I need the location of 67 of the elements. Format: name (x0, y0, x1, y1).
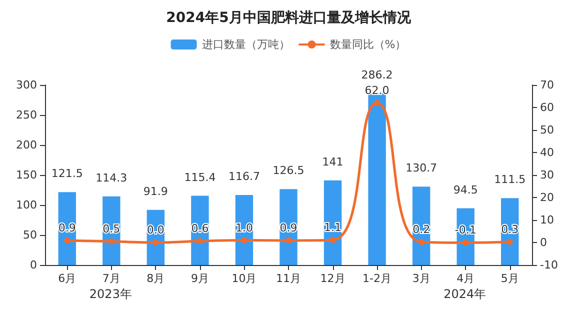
x-tick-label: 7月 (102, 272, 120, 285)
x-tick-label: 12月 (320, 272, 346, 285)
data-label: 1.1 (324, 221, 342, 234)
y2-tick-label: 50 (540, 124, 554, 136)
legend-label: 数量同比（%） (330, 38, 406, 51)
point (196, 238, 203, 244)
data-label: 126.5 (272, 164, 304, 178)
text: 2023年 (89, 287, 132, 301)
data-label: 62.0 (364, 84, 390, 97)
data-label: 94.5 (453, 183, 478, 196)
point (462, 240, 469, 246)
y-tick-label: 250 (16, 108, 37, 122)
y2-tick-label: 60 (540, 101, 554, 114)
y2-tick-label: 20 (540, 191, 554, 204)
point (506, 238, 513, 245)
y-tick-label: 100 (16, 198, 37, 212)
data-label: 130.7 (406, 162, 438, 175)
y2-tick-label: 70 (540, 78, 554, 92)
y2-tick-label: -10 (540, 258, 558, 272)
x-tick-label: 5月 (500, 272, 519, 285)
y2-tick-label: 30 (540, 168, 554, 182)
data-label: 91.9 (143, 184, 168, 198)
data-label: 1.0 (235, 221, 253, 234)
point (152, 240, 159, 246)
data-label: 116.7 (228, 170, 260, 183)
y2-tick-label: 10 (540, 214, 554, 226)
bar (280, 189, 298, 265)
x-tick-label: 10月 (232, 272, 257, 285)
y-tick-label: 50 (23, 228, 37, 242)
bar (368, 93, 386, 265)
data-label: 121.5 (51, 167, 83, 180)
x-tick-label: 8月 (146, 272, 165, 285)
data-label: 0.5 (102, 222, 120, 236)
point (108, 238, 114, 244)
y-tick-label: 200 (16, 138, 37, 152)
point (64, 237, 70, 244)
data-label: 286.2 (361, 68, 393, 82)
point (241, 237, 248, 244)
y-tick-label: 0 (30, 258, 37, 272)
data-label: 0.9 (58, 221, 76, 234)
y2-tick-label: 0 (540, 236, 547, 249)
data-label: 0.0 (146, 224, 164, 236)
data-label: 111.5 (494, 173, 526, 186)
y-tick-label: 300 (16, 78, 37, 92)
y2-tick-label: 40 (540, 146, 554, 159)
data-label: 0.3 (501, 222, 519, 236)
data-label: 115.4 (184, 170, 216, 184)
data-label: 141 (322, 155, 344, 168)
data-label: 0.9 (280, 221, 298, 234)
bar (324, 180, 342, 265)
x-tick-label: 3月 (412, 272, 430, 285)
point (330, 237, 336, 244)
data-label: 0.6 (191, 222, 209, 236)
point (286, 237, 292, 244)
data-label: 0.2 (412, 223, 430, 236)
x-tick-label: 1-2月 (362, 272, 392, 285)
data-label: 114.3 (96, 171, 128, 184)
x-tick-label: 11月 (276, 272, 301, 285)
point (374, 100, 380, 106)
chart-title: 2024年5月中国肥料进口量及增长情况 (166, 10, 412, 26)
point (418, 239, 424, 246)
x-tick-label: 4月 (456, 272, 475, 285)
x-tick-label: 9月 (190, 272, 209, 285)
text: 2024年 (444, 287, 486, 301)
legend-label: 进口数量（万吨） (202, 38, 290, 51)
y-tick-label: 150 (16, 168, 37, 182)
x-tick-label: 6月 (58, 272, 76, 285)
